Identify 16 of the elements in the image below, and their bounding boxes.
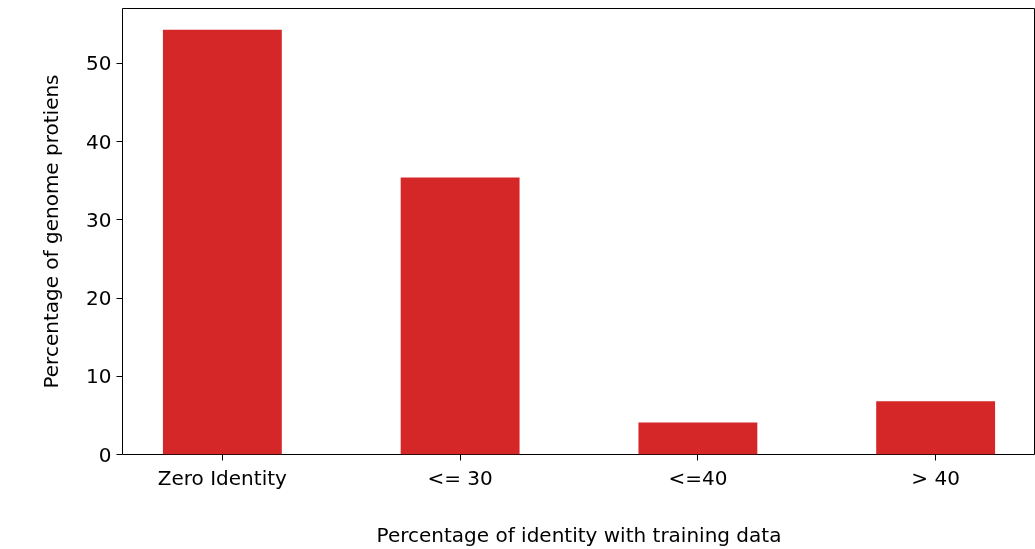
bar xyxy=(638,422,758,455)
y-tick-label: 20 xyxy=(86,286,112,311)
y-tick-label: 30 xyxy=(86,207,112,232)
x-tick-label: > 40 xyxy=(911,465,960,490)
y-tick-label: 40 xyxy=(86,129,112,154)
x-tick-label: <= 30 xyxy=(427,465,493,490)
bar xyxy=(162,29,282,455)
y-tick-label: 10 xyxy=(86,364,112,389)
x-axis-title: Percentage of identity with training data xyxy=(376,522,782,547)
y-axis-title: Percentage of genome protiens xyxy=(39,74,64,389)
x-tick-label: <=40 xyxy=(668,465,728,490)
y-tick-label: 0 xyxy=(98,442,112,467)
bar xyxy=(876,401,996,455)
bar xyxy=(400,177,520,455)
y-tick-label: 50 xyxy=(86,51,112,76)
x-tick-label: Zero Identity xyxy=(157,465,288,490)
